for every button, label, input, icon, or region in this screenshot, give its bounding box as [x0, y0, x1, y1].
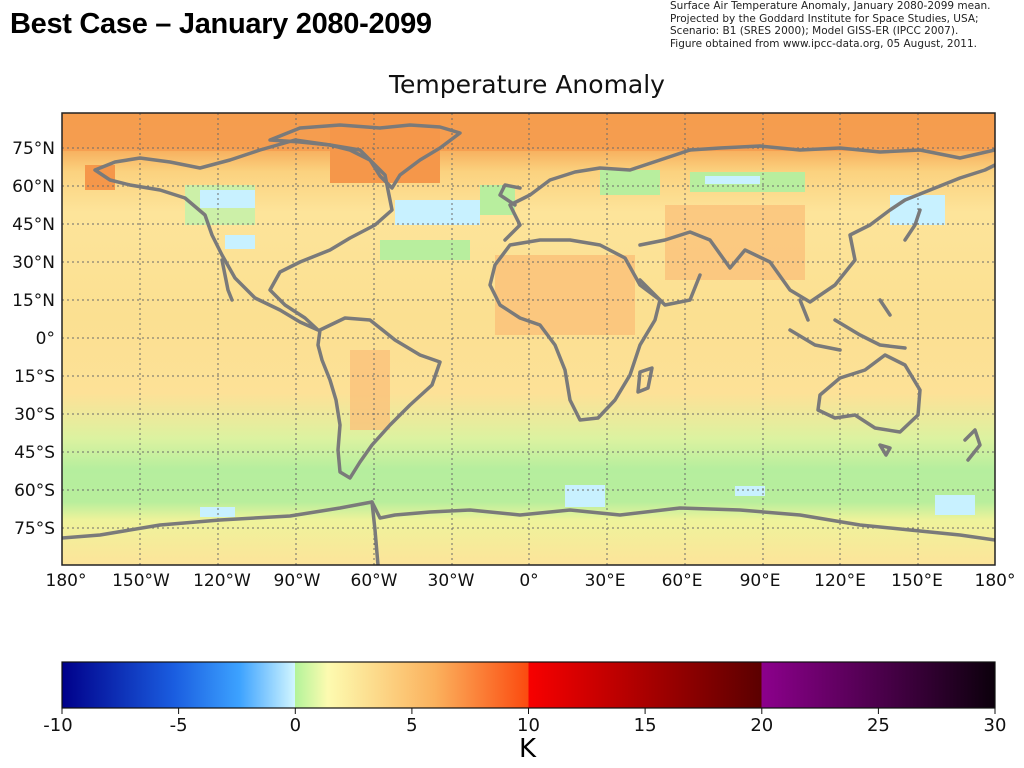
colorbar-tick-label: 0 — [290, 715, 301, 736]
lat-label: 60°S — [14, 481, 55, 501]
colorbar-scale — [62, 662, 995, 708]
credit-line: Scenario: B1 (SRES 2000); Model GISS-ER … — [670, 25, 959, 38]
coastlines — [62, 123, 995, 565]
lat-label: 45°S — [14, 443, 55, 463]
colorbar-tick-label: -10 — [43, 715, 72, 736]
lon-label: 30°W — [428, 571, 475, 591]
lat-label: 45°N — [12, 215, 55, 235]
lat-label: 15°S — [14, 367, 55, 387]
lon-label: 150°E — [891, 571, 943, 591]
colorbar-tick-label: -5 — [170, 715, 188, 736]
lat-label: 15°N — [12, 291, 55, 311]
lon-label: 60°E — [662, 571, 703, 591]
colorbar: -10 -5 0 5 10 15 20 25 30 — [43, 661, 1007, 736]
lon-label: 30°E — [585, 571, 626, 591]
lat-label: 30°S — [14, 405, 55, 425]
lon-label: 180° — [975, 571, 1016, 591]
colorbar-tick-label: 5 — [406, 715, 417, 736]
graticule — [62, 113, 995, 565]
lat-label: 0° — [36, 329, 55, 349]
source-credit: Surface Air Temperature Anomaly, January… — [670, 0, 1020, 50]
longitude-labels: 180° 150°W 120°W 90°W 60°W 30°W 0° 30°E … — [46, 571, 1016, 591]
lat-label: 75°S — [14, 519, 55, 539]
colorbar-tick-label: 20 — [750, 715, 773, 736]
lon-label: 180° — [46, 571, 87, 591]
credit-line: Surface Air Temperature Anomaly, January… — [670, 0, 991, 12]
colorbar-tick-label: 10 — [517, 715, 540, 736]
colorbar-tick-label: 15 — [634, 715, 657, 736]
lon-label: 60°W — [351, 571, 398, 591]
lat-label: 30°N — [12, 253, 55, 273]
latitude-labels: 75°N 60°N 45°N 30°N 15°N 0° 15°S 30°S 45… — [12, 139, 55, 539]
credit-line: Figure obtained from www.ipcc-data.org, … — [670, 37, 977, 50]
colorbar-tick-label: 30 — [984, 715, 1007, 736]
lon-label: 90°W — [274, 571, 321, 591]
map-frame — [61, 112, 996, 566]
map-title: Temperature Anomaly — [389, 70, 665, 99]
lon-label: 150°W — [112, 571, 170, 591]
lat-label: 60°N — [12, 177, 55, 197]
credit-line: Projected by the Goddard Institute for S… — [670, 12, 979, 25]
lat-label: 75°N — [12, 139, 55, 159]
lon-label: 0° — [519, 571, 538, 591]
lon-label: 120°E — [814, 571, 866, 591]
lon-label: 90°E — [740, 571, 781, 591]
colorbar-tick-label: 25 — [867, 715, 890, 736]
colorbar-unit-label: K — [519, 734, 537, 764]
lon-label: 120°W — [193, 571, 251, 591]
slide-title: Best Case – January 2080-2099 — [10, 8, 432, 40]
